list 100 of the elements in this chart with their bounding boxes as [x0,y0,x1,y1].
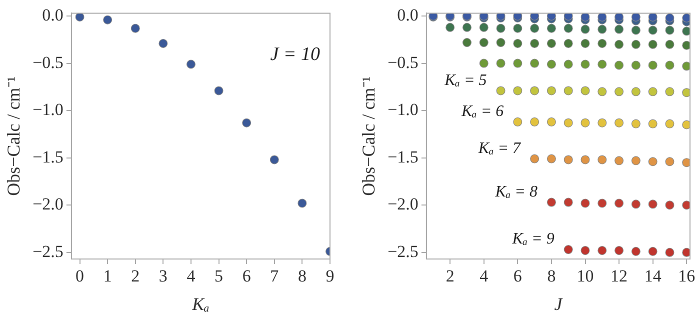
y-tick-label: −0.5 [32,52,64,72]
series-label: Kₐ = 6 [460,103,504,120]
point [631,13,640,22]
point [214,86,224,96]
point [564,118,573,128]
point [580,60,590,69]
point [530,154,540,164]
x-tick-label: 2 [446,266,454,286]
point [479,58,488,68]
point [665,26,674,35]
annotation: J = 10 [270,44,320,66]
point [682,248,690,257]
point [598,118,607,128]
point [130,24,140,33]
x-tick-label: 12 [610,266,628,286]
point [564,198,573,207]
point [513,86,522,96]
point [665,87,674,96]
x-tick-label: 9 [326,266,334,286]
point [580,246,590,255]
point [682,13,690,22]
point [530,117,540,126]
x-axis-title: Kₐ [191,294,210,314]
point [631,40,640,49]
point [631,156,640,166]
x-tick-label: 6 [242,266,251,286]
point [546,13,556,21]
point [598,155,607,164]
point [580,86,590,96]
x-tick-label: 5 [214,266,224,286]
point [665,200,674,210]
point [682,200,690,210]
point [564,38,573,48]
point [614,13,624,22]
point [530,86,540,96]
x-tick-label: 6 [513,266,522,286]
point [513,58,522,68]
point [546,38,556,48]
x-axis-title: J [554,294,564,314]
point [614,60,624,70]
y-tick-label: 0.0 [397,6,418,25]
point [242,118,252,128]
point [614,40,624,49]
point [546,154,556,164]
x-tick-label: 14 [644,266,662,286]
y-axis-title: Obs−Calc / cm⁻¹ [358,76,379,196]
point [598,87,607,96]
point [496,24,506,33]
point [479,22,488,32]
point [631,119,640,128]
point [631,87,640,96]
y-tick-label: −2.5 [388,242,418,261]
series-label: Kₐ = 8 [494,183,538,200]
point [546,117,556,126]
point [598,246,607,255]
x-tick-label: 7 [270,266,280,286]
point [513,24,522,33]
x-tick-label: 1 [103,266,112,286]
point [648,26,658,35]
point [496,58,506,68]
point [631,246,640,256]
y-tick-label: −1.0 [388,100,418,120]
point [665,119,674,128]
point [546,24,556,33]
point [614,198,624,208]
point [614,118,624,128]
point [462,22,472,32]
point [648,157,658,166]
point [564,245,573,254]
x-tick-label: 16 [678,266,696,286]
x-tick-label: 4 [480,266,489,286]
point [186,60,196,69]
x-tick-label: 0 [76,266,84,286]
point [564,13,573,21]
point [298,198,307,208]
point [598,60,607,69]
point [564,155,573,164]
point [598,38,607,48]
point [665,60,674,70]
point [665,157,674,166]
point [682,62,690,71]
series-label: Kₐ = 7 [477,140,522,157]
point [564,86,573,96]
y-axis-title: Obs−Calc / cm⁻¹ [4,76,24,196]
point [580,38,590,48]
x-tick-label: 10 [576,266,594,286]
point [75,13,84,22]
point [103,15,112,24]
point [546,198,556,207]
point [513,38,522,48]
point [598,13,607,22]
point [530,58,540,68]
point [580,24,590,34]
y-tick-label: 0.0 [42,6,64,25]
series-label: Kₐ = 5 [444,72,487,89]
point [580,198,590,208]
x-tick-label: 4 [186,266,196,286]
point [496,86,506,96]
point [648,60,658,70]
point [546,60,556,69]
